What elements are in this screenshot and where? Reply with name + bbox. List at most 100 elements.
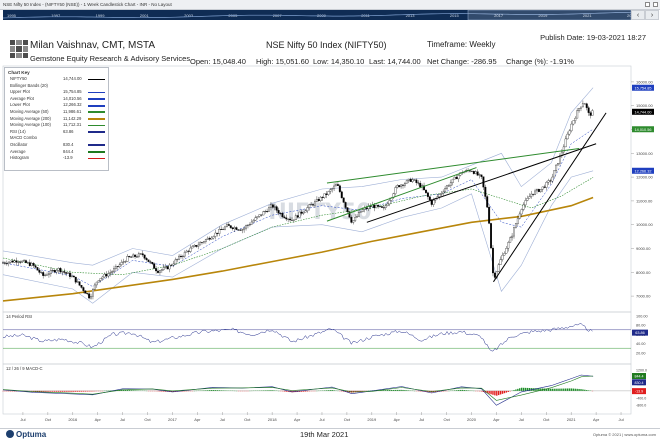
candle-body: [109, 272, 112, 274]
author-name: Milan Vaishnav, CMT, MSTA: [30, 40, 156, 51]
candle-body: [275, 206, 278, 211]
navigator-left-button[interactable]: ‹: [631, 10, 645, 20]
chart-key-row[interactable]: NIFTY50 14,744.00: [5, 76, 108, 83]
chart-key[interactable]: Chart Key NIFTY50 14,744.00 Bollinger Band…: [4, 67, 109, 171]
price-y-tick-label: 10000.00: [636, 222, 653, 227]
macd-histogram-bar: [32, 390, 35, 392]
x-axis-tick-label: 2016: [68, 417, 78, 422]
candle-body: [11, 260, 14, 263]
navigator-right-button[interactable]: ›: [645, 10, 659, 20]
chart-key-row[interactable]: Oscillator 830.4: [5, 142, 108, 149]
candle-body: [130, 256, 133, 258]
macd-histogram-bar: [480, 390, 483, 392]
candle-body: [451, 178, 454, 183]
chart-canvas[interactable]: NIFTY50 14 Period RSI 12 / 26 / 9 MACD-C…: [0, 0, 660, 428]
macd-histogram-bar: [566, 388, 569, 391]
candle-body: [116, 266, 119, 268]
macd-histogram-bar: [306, 390, 309, 392]
optuma-logo-icon: [6, 430, 14, 438]
candle-body: [356, 215, 359, 218]
macd-histogram-bar: [84, 390, 86, 392]
macd-histogram-bar: [545, 388, 548, 391]
x-axis-tick-label: Oct: [144, 417, 151, 422]
macd-histogram-bar: [555, 388, 557, 391]
chart-key-title: Chart Key: [8, 70, 30, 75]
candle-body: [520, 209, 523, 215]
chart-key-row[interactable]: Bollinger Bands (20): [5, 83, 108, 90]
close-icon[interactable]: [653, 2, 658, 7]
candle-body: [294, 215, 297, 221]
candle-body: [34, 265, 37, 268]
last-value-tag: [632, 84, 654, 91]
candle-body: [419, 183, 422, 188]
overview-selection-window[interactable]: [467, 10, 631, 20]
macd-histogram-bar: [331, 390, 333, 391]
candle-body: [229, 225, 232, 228]
macd-histogram-bar: [561, 388, 563, 391]
macd-histogram-bar: [461, 389, 464, 391]
candle-body: [95, 281, 98, 286]
candle-body: [216, 232, 219, 234]
chart-key-row[interactable]: Moving Average (50) 11,986.61: [5, 109, 108, 116]
overview-year-label: 1999: [96, 13, 106, 18]
chart-key-label: Oscillator: [10, 141, 28, 147]
macd-histogram-bar: [285, 390, 287, 392]
chart-key-swatch: [88, 144, 105, 147]
overview-year-label: 2019: [538, 13, 548, 18]
macd-histogram-bar: [494, 390, 496, 396]
candle-body: [172, 263, 175, 266]
company-name: Gemstone Equity Research & Advisory Serv…: [30, 54, 191, 63]
minimize-icon[interactable]: [645, 2, 650, 7]
candle-body: [480, 174, 483, 177]
x-axis-tick-label: 2018: [268, 417, 278, 422]
overview-sparkline-line: [3, 11, 631, 19]
chart-key-row[interactable]: MACD Combo: [5, 135, 108, 142]
candle-body: [405, 180, 408, 184]
chart-key-row[interactable]: Histogram -13.9: [5, 155, 108, 162]
chart-key-row[interactable]: Average 844.4: [5, 149, 108, 156]
macd-histogram-bar: [526, 387, 529, 391]
candle-body: [206, 237, 209, 240]
chart-key-row[interactable]: Moving Average (200) 11,142.29: [5, 116, 108, 123]
candle-body: [107, 273, 110, 277]
candle-body: [183, 251, 186, 257]
candle-body: [53, 270, 56, 273]
candle-body: [323, 193, 326, 198]
chart-key-label: Moving Average (100): [10, 122, 51, 128]
candle-body: [141, 253, 144, 256]
chart-key-row[interactable]: Upper Plot 15,754.85: [5, 89, 108, 96]
macd-histogram-bar: [459, 389, 462, 391]
x-axis-tick-label: Oct: [543, 417, 550, 422]
overview-navigator[interactable]: 1995 1997 1999 2001 2003 2005 2007 2009 2011 2013…: [3, 10, 631, 20]
chart-key-row[interactable]: Moving Average (100) 11,712.31: [5, 122, 108, 129]
chart-key-row[interactable]: Lower Plot 12,266.32: [5, 102, 108, 109]
macd-histogram-bar: [82, 390, 85, 392]
chart-key-row[interactable]: RSI (14) 63.86: [5, 129, 108, 136]
macd-histogram-bar: [73, 390, 75, 392]
candle-body: [3, 262, 6, 264]
candle-body: [325, 193, 328, 195]
candle-body: [271, 204, 274, 208]
overview-sparkline: 1995 1997 1999 2001 2003 2005 2007 2009 2011 2013…: [3, 10, 631, 20]
candle-body: [239, 229, 242, 231]
candle-body: [151, 262, 154, 264]
macd-histogram-bar: [360, 390, 362, 392]
candle-body: [92, 289, 94, 297]
candle-body: [526, 198, 529, 201]
candle-body: [457, 175, 460, 180]
chart-key-row[interactable]: Average Plot 14,010.56: [5, 96, 108, 103]
candle-body: [199, 242, 202, 246]
candle-body: [122, 261, 125, 263]
candle-body: [252, 220, 255, 223]
candle-body: [503, 253, 506, 256]
macd-histogram-bar: [132, 390, 134, 391]
macd-histogram-bar: [172, 390, 175, 392]
macd-histogram-bar: [392, 389, 395, 391]
candle-body: [118, 264, 121, 267]
candle-body: [587, 107, 590, 113]
overview-year-label: 2017: [494, 13, 504, 18]
rsi-panel-title: 14 Period RSI: [6, 314, 32, 319]
macd-histogram-bar: [71, 390, 73, 392]
macd-histogram-bar: [520, 387, 523, 391]
macd-histogram-bar: [283, 390, 286, 392]
